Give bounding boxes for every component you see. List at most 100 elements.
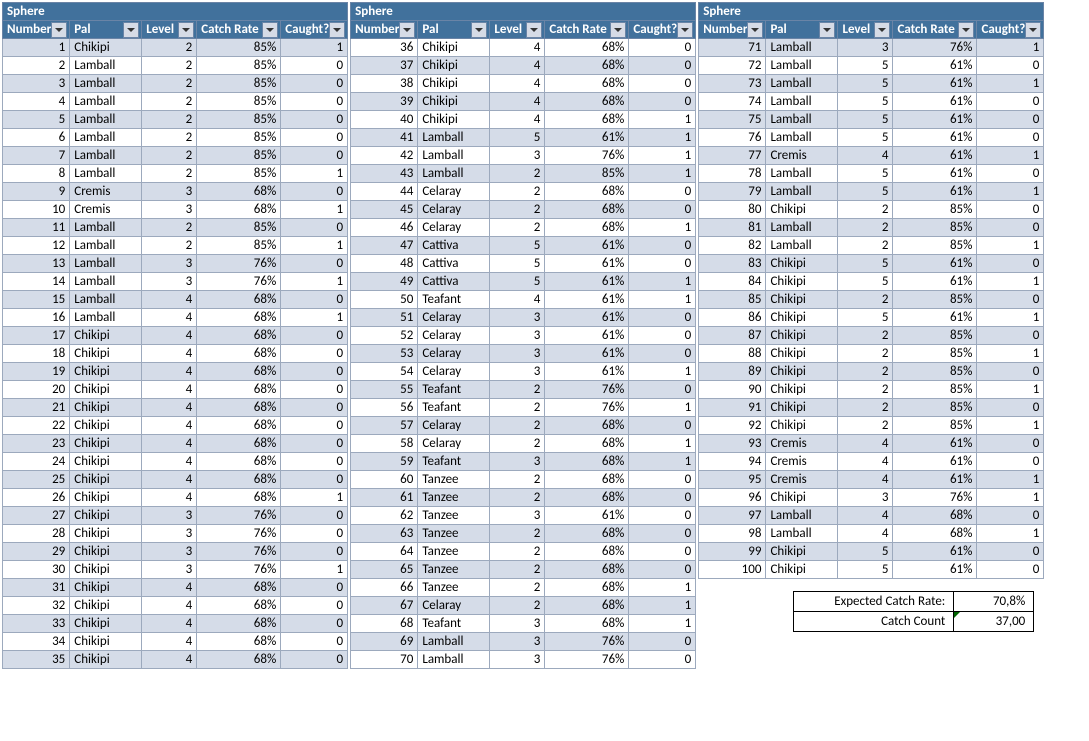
cell-rate[interactable]: 68% [545, 543, 629, 561]
cell-caught[interactable]: 1 [281, 165, 348, 183]
cell-pal[interactable]: Chikipi [70, 39, 142, 57]
cell-lvl[interactable]: 2 [838, 327, 893, 345]
cell-lvl[interactable]: 4 [142, 381, 197, 399]
cell-pal[interactable]: Cattiva [418, 273, 490, 291]
cell-pal[interactable]: Lamball [766, 219, 838, 237]
cell-num[interactable]: 41 [351, 129, 418, 147]
cell-lvl[interactable]: 4 [142, 345, 197, 363]
cell-pal[interactable]: Chikipi [766, 417, 838, 435]
cell-lvl[interactable]: 4 [142, 435, 197, 453]
cell-lvl[interactable]: 5 [838, 111, 893, 129]
cell-caught[interactable]: 1 [281, 561, 348, 579]
cell-rate[interactable]: 68% [197, 615, 281, 633]
cell-pal[interactable]: Lamball [70, 147, 142, 165]
cell-num[interactable]: 37 [351, 57, 418, 75]
cell-lvl[interactable]: 3 [490, 507, 545, 525]
cell-pal[interactable]: Lamball [70, 219, 142, 237]
cell-lvl[interactable]: 3 [490, 309, 545, 327]
cell-num[interactable]: 53 [351, 345, 418, 363]
cell-pal[interactable]: Lamball [418, 633, 490, 651]
cell-lvl[interactable]: 2 [838, 363, 893, 381]
cell-caught[interactable]: 0 [977, 507, 1044, 525]
cell-rate[interactable]: 68% [545, 435, 629, 453]
cell-rate[interactable]: 85% [893, 201, 977, 219]
cell-pal[interactable]: Chikipi [766, 399, 838, 417]
cell-pal[interactable]: Cattiva [418, 237, 490, 255]
cell-lvl[interactable]: 2 [490, 381, 545, 399]
cell-caught[interactable]: 0 [977, 291, 1044, 309]
cell-caught[interactable]: 1 [629, 363, 696, 381]
cell-rate[interactable]: 85% [197, 39, 281, 57]
cell-rate[interactable]: 68% [197, 489, 281, 507]
cell-num[interactable]: 99 [699, 543, 766, 561]
cell-num[interactable]: 68 [351, 615, 418, 633]
cell-rate[interactable]: 68% [197, 381, 281, 399]
cell-num[interactable]: 33 [3, 615, 70, 633]
cell-lvl[interactable]: 4 [838, 507, 893, 525]
cell-num[interactable]: 70 [351, 651, 418, 669]
cell-caught[interactable]: 1 [281, 39, 348, 57]
cell-rate[interactable]: 68% [197, 633, 281, 651]
cell-lvl[interactable]: 3 [490, 633, 545, 651]
cell-pal[interactable]: Chikipi [70, 615, 142, 633]
cell-caught[interactable]: 0 [977, 435, 1044, 453]
cell-rate[interactable]: 68% [197, 651, 281, 669]
cell-pal[interactable]: Chikipi [70, 417, 142, 435]
cell-caught[interactable]: 0 [281, 507, 348, 525]
cell-caught[interactable]: 1 [977, 273, 1044, 291]
cell-num[interactable]: 82 [699, 237, 766, 255]
cell-lvl[interactable]: 2 [142, 129, 197, 147]
cell-pal[interactable]: Teafant [418, 381, 490, 399]
cell-lvl[interactable]: 2 [142, 111, 197, 129]
cell-lvl[interactable]: 2 [490, 489, 545, 507]
column-header[interactable]: Pal [418, 21, 490, 39]
cell-lvl[interactable]: 4 [838, 525, 893, 543]
cell-lvl[interactable]: 5 [838, 129, 893, 147]
cell-caught[interactable]: 0 [629, 561, 696, 579]
cell-caught[interactable]: 0 [629, 633, 696, 651]
cell-pal[interactable]: Tanzee [418, 561, 490, 579]
cell-lvl[interactable]: 4 [142, 417, 197, 435]
cell-lvl[interactable]: 4 [142, 597, 197, 615]
cell-num[interactable]: 75 [699, 111, 766, 129]
cell-pal[interactable]: Chikipi [70, 345, 142, 363]
cell-rate[interactable]: 61% [893, 111, 977, 129]
cell-num[interactable]: 72 [699, 57, 766, 75]
cell-caught[interactable]: 0 [629, 489, 696, 507]
cell-lvl[interactable]: 3 [142, 543, 197, 561]
cell-num[interactable]: 24 [3, 453, 70, 471]
cell-num[interactable]: 79 [699, 183, 766, 201]
cell-caught[interactable]: 0 [281, 327, 348, 345]
cell-caught[interactable]: 0 [977, 165, 1044, 183]
cell-rate[interactable]: 76% [893, 489, 977, 507]
cell-caught[interactable]: 0 [281, 597, 348, 615]
cell-lvl[interactable]: 2 [838, 381, 893, 399]
cell-caught[interactable]: 0 [629, 507, 696, 525]
cell-pal[interactable]: Chikipi [418, 39, 490, 57]
cell-rate[interactable]: 68% [197, 201, 281, 219]
filter-dropdown-icon[interactable] [610, 22, 626, 38]
cell-pal[interactable]: Celaray [418, 201, 490, 219]
cell-lvl[interactable]: 5 [838, 255, 893, 273]
cell-num[interactable]: 62 [351, 507, 418, 525]
cell-num[interactable]: 77 [699, 147, 766, 165]
cell-pal[interactable]: Lamball [70, 255, 142, 273]
cell-caught[interactable]: 0 [281, 417, 348, 435]
cell-num[interactable]: 26 [3, 489, 70, 507]
cell-rate[interactable]: 61% [893, 471, 977, 489]
cell-rate[interactable]: 68% [545, 597, 629, 615]
cell-lvl[interactable]: 3 [838, 39, 893, 57]
cell-pal[interactable]: Celaray [418, 219, 490, 237]
cell-rate[interactable]: 68% [545, 201, 629, 219]
expected-rate-value[interactable]: 70,8% [954, 592, 1034, 612]
cell-rate[interactable]: 61% [893, 435, 977, 453]
cell-lvl[interactable]: 3 [142, 561, 197, 579]
cell-lvl[interactable]: 2 [838, 219, 893, 237]
cell-rate[interactable]: 85% [893, 417, 977, 435]
cell-lvl[interactable]: 3 [490, 651, 545, 669]
cell-num[interactable]: 43 [351, 165, 418, 183]
cell-lvl[interactable]: 4 [142, 651, 197, 669]
cell-caught[interactable]: 0 [281, 381, 348, 399]
cell-pal[interactable]: Chikipi [766, 309, 838, 327]
cell-lvl[interactable]: 3 [838, 489, 893, 507]
